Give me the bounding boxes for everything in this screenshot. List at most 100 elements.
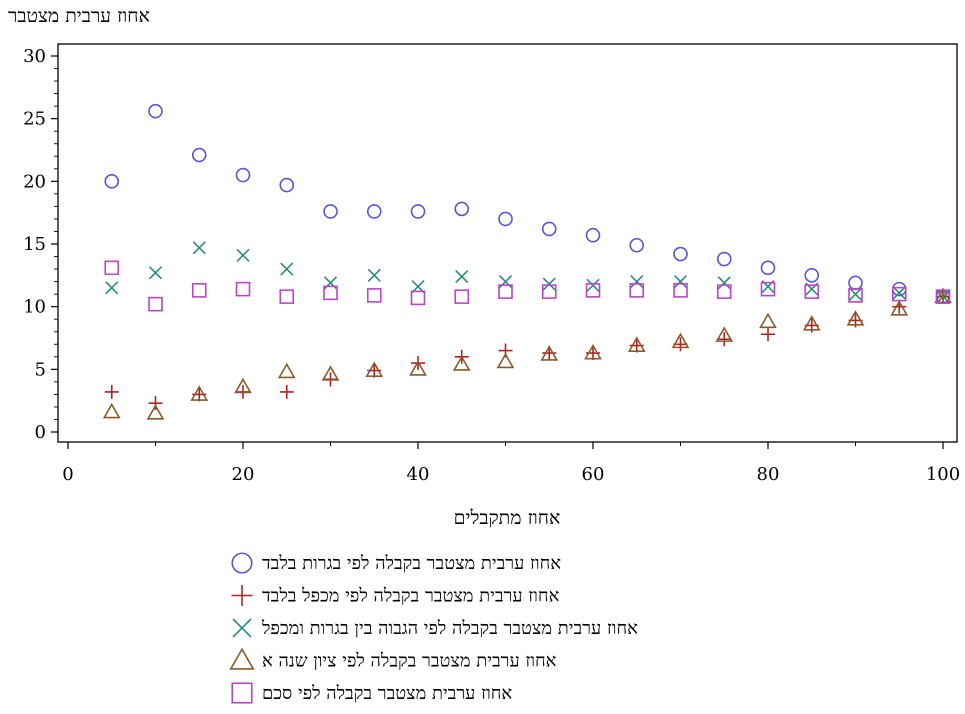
data-point-plus bbox=[279, 384, 294, 399]
data-point-square bbox=[454, 289, 470, 304]
y-tick-label: 0 bbox=[35, 422, 46, 443]
data-point-square bbox=[760, 281, 776, 297]
data-point-x bbox=[236, 248, 250, 262]
data-point-triangle bbox=[802, 315, 821, 331]
data-point-x bbox=[717, 276, 731, 290]
data-point-x bbox=[192, 241, 206, 255]
data-point-plus bbox=[673, 337, 688, 352]
data-point-triangle bbox=[321, 365, 340, 381]
legend-marker-square bbox=[231, 682, 253, 704]
x-tick-label: 80 bbox=[757, 464, 780, 485]
data-point-x bbox=[280, 262, 294, 276]
data-point-square bbox=[104, 260, 120, 276]
data-point-square bbox=[541, 284, 557, 299]
legend-label: אחוז ערבית מצטבר בקבלה לפי מכפל בלבד bbox=[262, 586, 560, 607]
data-point-circle bbox=[191, 147, 207, 163]
data-point-square bbox=[716, 284, 732, 299]
data-point-x bbox=[105, 281, 119, 295]
data-point-triangle bbox=[890, 300, 909, 316]
data-point-circle bbox=[848, 275, 863, 291]
data-point-triangle bbox=[102, 402, 121, 419]
data-point-x bbox=[630, 275, 644, 289]
legend-marker-x bbox=[232, 618, 252, 638]
x-tick-label: 20 bbox=[232, 464, 255, 485]
data-point-square bbox=[935, 289, 951, 304]
legend-item: אחוז ערבית מצטבר בקבלה לפי הגבוה בין בגר… bbox=[232, 618, 638, 639]
legend-marker-triangle bbox=[229, 647, 255, 670]
legend-item: אחוז ערבית מצטבר בקבלה לפי סכם bbox=[231, 682, 512, 704]
data-point-square bbox=[673, 283, 688, 298]
data-point-x bbox=[542, 277, 556, 291]
data-point-x bbox=[148, 266, 163, 280]
data-point-square bbox=[366, 288, 382, 303]
data-point-circle bbox=[279, 177, 295, 193]
data-point-triangle bbox=[409, 360, 427, 376]
legend-item: אחוז ערבית מצטבר בקבלה לפי ציון שנה א bbox=[229, 647, 557, 672]
data-point-triangle bbox=[190, 385, 209, 401]
data-point-x bbox=[848, 287, 863, 301]
data-point-triangle bbox=[759, 312, 777, 329]
data-point-square bbox=[235, 281, 251, 297]
legend-marker-circle bbox=[231, 552, 253, 574]
data-point-circle bbox=[410, 204, 426, 219]
data-point-x bbox=[367, 268, 381, 282]
data-point-x bbox=[673, 275, 688, 289]
series-3 bbox=[105, 241, 950, 304]
data-point-square bbox=[629, 283, 645, 298]
legend-label: אחוז ערבית מצטבר בקבלה לפי הגבוה בין בגר… bbox=[261, 618, 638, 639]
data-point-triangle bbox=[496, 352, 515, 369]
axis-ticks: 0 20 40 60 80 100 0 5 10 15 20 25 30 bbox=[23, 46, 960, 485]
data-point-circle bbox=[716, 251, 732, 267]
data-point-square bbox=[410, 290, 426, 306]
data-point-triangle bbox=[540, 345, 559, 361]
data-point-circle bbox=[629, 237, 645, 253]
x-tick-label: 60 bbox=[582, 464, 605, 485]
y-tick-label: 30 bbox=[23, 46, 46, 67]
legend-label: אחוז ערבית מצטבר בקבלה לפי סכם bbox=[262, 683, 512, 704]
data-point-triangle bbox=[627, 336, 646, 352]
y-tick-label: 20 bbox=[23, 171, 46, 192]
data-point-square bbox=[279, 289, 295, 304]
legend: אחוז ערבית מצטבר בקבלה לפי בגרות בלבד אחו… bbox=[229, 552, 638, 704]
data-point-triangle bbox=[584, 343, 602, 360]
data-point-square bbox=[848, 288, 863, 303]
data-point-triangle bbox=[846, 310, 865, 326]
data-point-plus bbox=[761, 327, 775, 342]
data-point-circle bbox=[148, 103, 163, 119]
data-point-triangle bbox=[234, 377, 252, 394]
data-point-circle bbox=[804, 268, 820, 283]
legend-item: אחוז ערבית מצטבר בקבלה לפי מכפל בלבד bbox=[231, 585, 560, 607]
data-point-circle bbox=[760, 260, 776, 276]
plot-frame bbox=[57, 43, 958, 443]
data-points bbox=[102, 103, 952, 420]
data-point-square bbox=[585, 283, 601, 298]
data-point-circle bbox=[323, 204, 338, 219]
series-1 bbox=[104, 103, 951, 304]
data-point-square bbox=[148, 296, 163, 312]
data-point-triangle bbox=[671, 332, 690, 349]
data-point-triangle bbox=[934, 287, 952, 304]
data-point-circle bbox=[673, 246, 688, 262]
data-point-plus bbox=[148, 396, 163, 411]
data-point-circle bbox=[585, 227, 601, 243]
data-point-x bbox=[455, 270, 469, 284]
data-point-circle bbox=[454, 201, 470, 217]
data-point-triangle bbox=[715, 326, 734, 342]
legend-item: אחוז ערבית מצטבר בקבלה לפי בגרות בלבד bbox=[231, 552, 561, 574]
data-point-square bbox=[891, 286, 907, 302]
data-point-triangle bbox=[146, 404, 165, 420]
data-point-x bbox=[892, 286, 906, 300]
y-tick-label: 25 bbox=[23, 109, 46, 130]
data-point-triangle bbox=[365, 361, 384, 378]
data-point-circle bbox=[104, 174, 120, 189]
data-point-circle bbox=[366, 204, 382, 219]
data-point-square bbox=[191, 283, 207, 298]
y-tick-label: 15 bbox=[23, 234, 46, 255]
x-axis-title: אחוז מתקבלים bbox=[454, 507, 561, 529]
plot-area bbox=[57, 43, 958, 443]
data-point-plus bbox=[717, 332, 732, 347]
legend-label: אחוז ערבית מצטבר בקבלה לפי בגרות בלבד bbox=[262, 553, 561, 574]
data-point-square bbox=[323, 285, 338, 301]
data-point-circle bbox=[541, 221, 557, 237]
